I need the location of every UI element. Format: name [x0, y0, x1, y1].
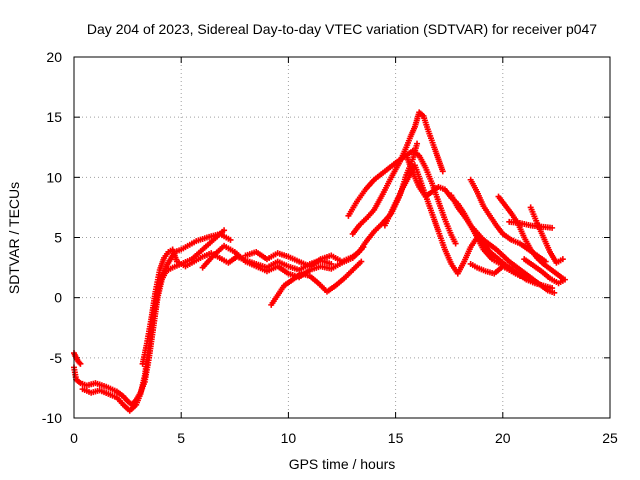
- series-track-16: [506, 218, 556, 231]
- y-tick-labels: -10 -5 0 5 10 15 20: [42, 49, 62, 426]
- data-point: [439, 168, 446, 175]
- data-point: [551, 289, 558, 296]
- series-track-1: [71, 350, 84, 367]
- data-point: [561, 276, 568, 283]
- data-point: [559, 256, 566, 263]
- y-axis-label: SDTVAR / TECUs: [6, 182, 22, 294]
- series-track-14: [467, 260, 532, 281]
- data-point: [77, 360, 84, 367]
- x-axis-label: GPS time / hours: [289, 456, 396, 472]
- x-tick-label: 0: [70, 430, 78, 446]
- data-point: [414, 140, 421, 147]
- x-tick-labels: 0 5 10 15 20 25: [70, 430, 618, 446]
- data-point: [227, 236, 234, 243]
- data-point: [221, 227, 228, 234]
- series-track-15: [495, 193, 566, 282]
- y-tick-label: 15: [46, 109, 62, 125]
- series-track-18: [521, 256, 568, 287]
- plot-series: [71, 109, 568, 414]
- y-tick-label: 20: [46, 49, 62, 65]
- grid-lines: [74, 57, 610, 418]
- plot-frame: [73, 56, 611, 419]
- x-tick-label: 10: [281, 430, 297, 446]
- series-line: [245, 143, 418, 268]
- series-track-6: [268, 258, 365, 308]
- y-tick-label: 5: [54, 230, 62, 246]
- data-point: [452, 240, 459, 247]
- series-track-12: [448, 192, 558, 296]
- y-tick-label: -10: [42, 410, 62, 426]
- x-tick-label: 5: [177, 430, 185, 446]
- chart-title: Day 204 of 2023, Sidereal Day-to-day VTE…: [87, 21, 597, 37]
- x-tick-label: 25: [602, 430, 618, 446]
- series-track-9: [345, 147, 459, 247]
- x-tick-label: 20: [495, 430, 511, 446]
- y-tick-label: 10: [46, 169, 62, 185]
- data-point: [525, 274, 532, 281]
- y-tick-label: -5: [50, 350, 63, 366]
- x-tick-label: 15: [388, 430, 404, 446]
- y-tick-label: 0: [54, 290, 62, 306]
- data-point: [549, 224, 556, 231]
- series-line: [450, 195, 555, 294]
- data-point: [358, 258, 365, 265]
- series-track-17: [527, 204, 566, 266]
